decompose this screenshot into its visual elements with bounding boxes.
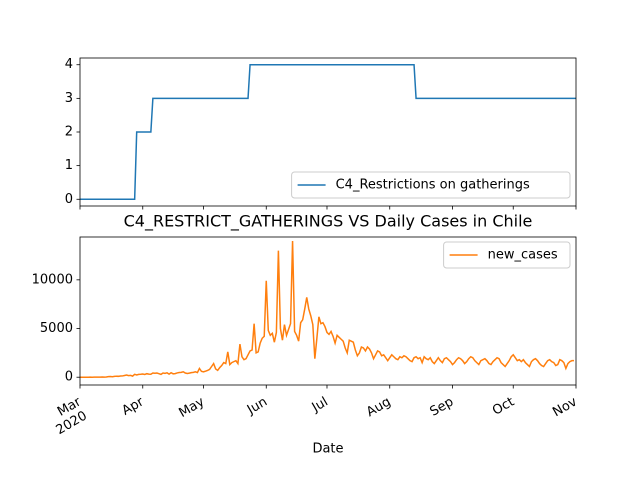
y-tick-label: 10000 bbox=[32, 272, 73, 287]
y-tick-label: 4 bbox=[65, 57, 73, 72]
chart-title: C4_RESTRICT_GATHERINGS VS Daily Cases in… bbox=[124, 212, 533, 232]
legend-box bbox=[291, 171, 571, 199]
y-tick-label: 2 bbox=[65, 125, 73, 140]
axes-frame bbox=[79, 236, 577, 386]
data-line bbox=[80, 63, 576, 201]
legend-label: C4_Restrictions on gatherings bbox=[336, 178, 530, 193]
legend-box bbox=[443, 241, 571, 269]
legend: C4_Restrictions on gatherings bbox=[291, 171, 571, 199]
x-tick-label: Jul bbox=[309, 395, 331, 416]
axes-frame bbox=[79, 57, 577, 207]
y-tick-label: 1 bbox=[65, 158, 73, 173]
legend: new_cases bbox=[443, 241, 571, 269]
y-tick-label: 5000 bbox=[40, 321, 73, 336]
y-tick-label: 0 bbox=[65, 192, 73, 207]
y-tick-label: 3 bbox=[65, 91, 73, 106]
y-tick-label: 0 bbox=[65, 370, 73, 385]
data-line bbox=[80, 240, 574, 378]
x-axis-label: Date bbox=[312, 442, 343, 457]
legend-label: new_cases bbox=[488, 248, 558, 263]
